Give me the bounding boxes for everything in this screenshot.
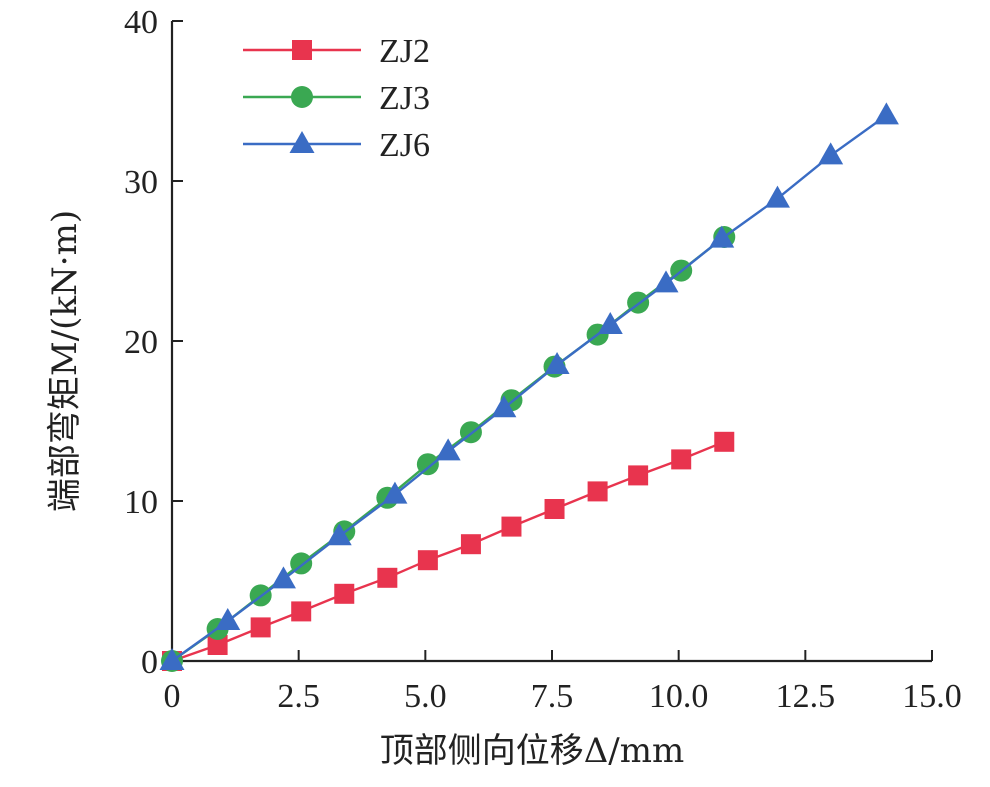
data-point bbox=[714, 431, 735, 452]
series-zj6 bbox=[159, 102, 899, 670]
legend: ZJ2 ZJ3 ZJ6 bbox=[243, 33, 430, 164]
data-point bbox=[628, 465, 649, 486]
data-point bbox=[417, 550, 438, 571]
data-point bbox=[671, 449, 692, 470]
data-point bbox=[416, 453, 439, 476]
y-tick-label: 20 bbox=[124, 324, 158, 361]
data-point bbox=[215, 608, 241, 630]
data-point bbox=[653, 270, 679, 293]
x-tick-label: 7.5 bbox=[531, 678, 574, 715]
data-point bbox=[818, 142, 844, 165]
data-point bbox=[250, 617, 271, 638]
y-axis-title: 端部弯矩M/(kN·m) bbox=[45, 210, 85, 512]
x-tick-label: 5.0 bbox=[404, 678, 447, 715]
legend-marker bbox=[292, 40, 312, 60]
y-tick-label: 10 bbox=[124, 484, 158, 521]
x-tick-label: 15.0 bbox=[902, 678, 962, 715]
y-tick-label: 40 bbox=[124, 4, 158, 41]
data-point bbox=[377, 567, 398, 588]
x-tick-label: 10.0 bbox=[649, 678, 709, 715]
data-point bbox=[597, 312, 623, 334]
data-point bbox=[460, 534, 481, 555]
data-point bbox=[334, 583, 355, 604]
data-point bbox=[764, 185, 790, 208]
series-zj2 bbox=[162, 431, 735, 671]
legend-entry: ZJ3 bbox=[243, 80, 430, 117]
legend-entry: ZJ2 bbox=[243, 33, 430, 70]
ticks: 0 10 20 30 40 0 2.5 5.0 7.5 10.0 12.5 15.0 bbox=[124, 4, 962, 715]
data-point bbox=[270, 566, 296, 589]
data-point bbox=[544, 352, 570, 374]
legend-label: ZJ2 bbox=[379, 33, 430, 70]
data-point bbox=[435, 438, 461, 461]
data-point bbox=[709, 225, 735, 248]
data-point bbox=[207, 635, 228, 655]
legend-entry: ZJ6 bbox=[243, 127, 430, 164]
data-point bbox=[291, 601, 312, 622]
x-tick-label: 0 bbox=[164, 678, 181, 715]
legend-marker bbox=[289, 131, 315, 153]
axes bbox=[170, 21, 932, 663]
legend-label: ZJ3 bbox=[379, 80, 430, 117]
legend-label: ZJ6 bbox=[379, 127, 430, 164]
y-tick-label: 30 bbox=[124, 164, 158, 201]
x-tick-label: 12.5 bbox=[776, 678, 836, 715]
data-point bbox=[159, 648, 185, 670]
data-point bbox=[587, 481, 608, 502]
data-point bbox=[544, 499, 565, 519]
data-point bbox=[382, 481, 408, 504]
series-layer bbox=[159, 102, 899, 672]
data-point bbox=[326, 523, 352, 546]
legend-marker bbox=[291, 86, 313, 108]
data-point bbox=[501, 516, 522, 537]
x-tick-label: 2.5 bbox=[277, 678, 320, 715]
data-point bbox=[491, 395, 517, 418]
y-tick-label: 0 bbox=[141, 644, 158, 681]
data-point bbox=[873, 102, 899, 125]
x-axis-title: 顶部侧向位移Δ/mm bbox=[380, 731, 685, 771]
